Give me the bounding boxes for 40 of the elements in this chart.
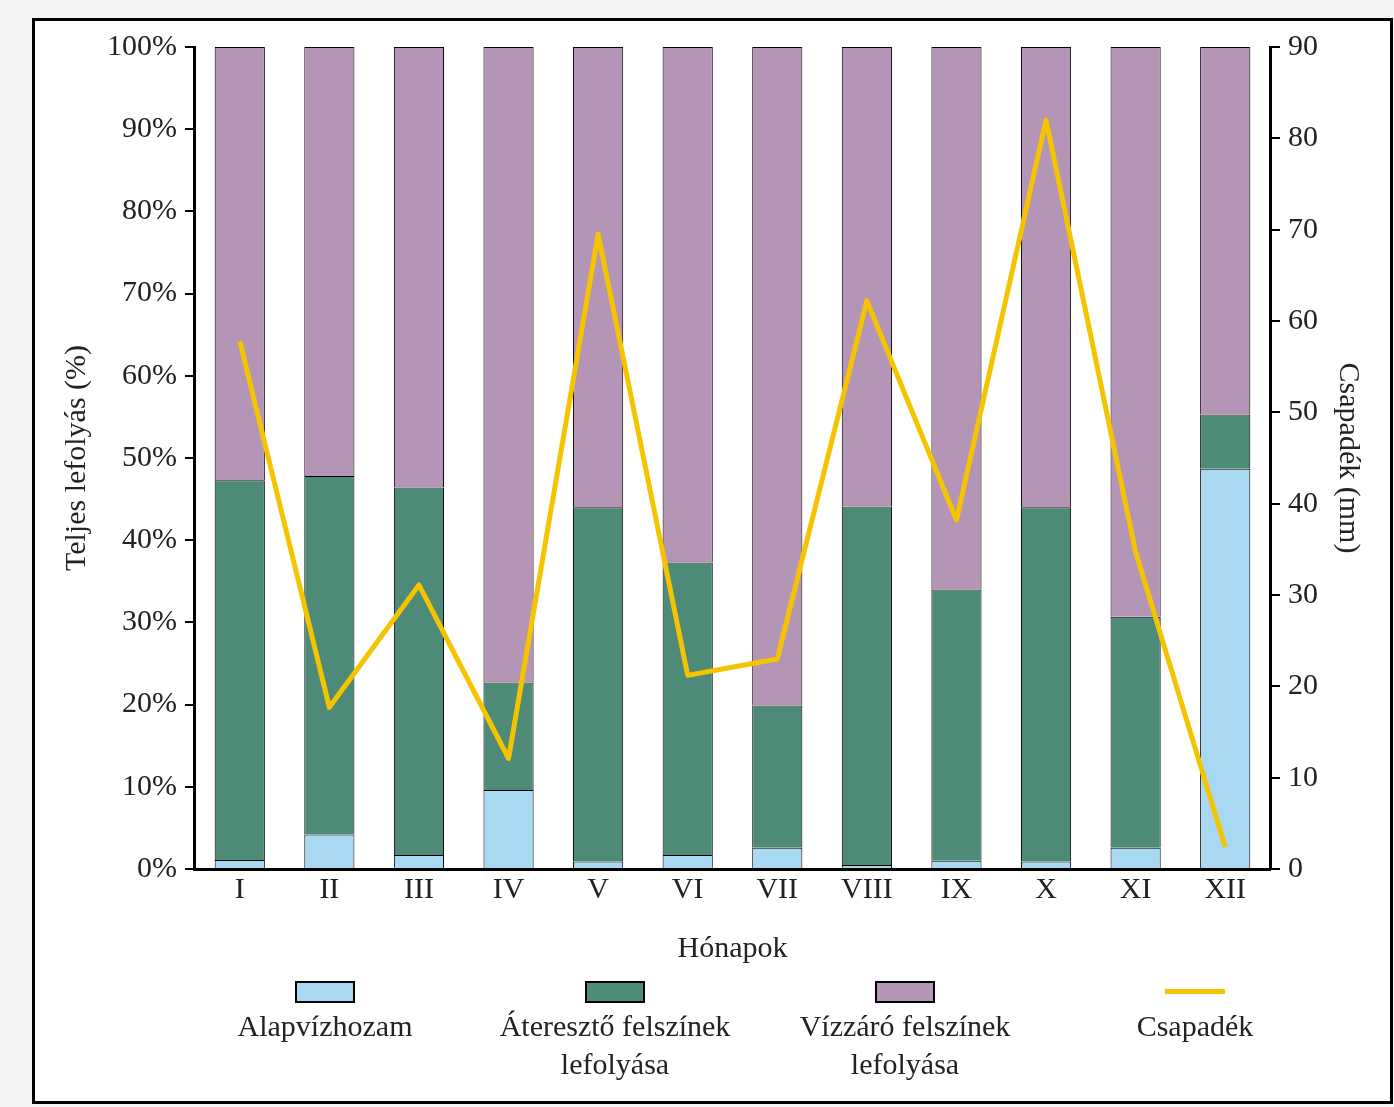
y2-tick-label: 80 [1288,119,1318,153]
y2-tick-label: 0 [1288,849,1303,883]
y-tick-label: 100% [106,27,177,61]
legend-label: Alapvízhozam [237,1008,413,1044]
y-axis-title: Teljes lefolyás (%) [57,344,92,572]
x-tick-label: V [587,870,610,904]
x-tick-label: X [1035,870,1058,904]
x-tick-label: VII [756,870,799,904]
y-tick-label: 0% [136,849,177,883]
y-tick-label: 90% [121,110,177,144]
y2-tick-label: 40 [1288,484,1318,518]
y-tick-label: 30% [121,603,177,637]
y2-tick-label: 20 [1288,667,1318,701]
y2-tick-label: 30 [1288,575,1318,609]
y-tick-label: 40% [121,521,177,555]
x-tick-label: VIII [841,870,893,904]
x-tick-label: XII [1204,870,1247,904]
y-tick-label: 10% [121,767,177,801]
y-tick-label: 20% [121,685,177,719]
x-tick-label: II [319,870,340,904]
x-tick-label: III [403,870,434,904]
y-tick-label: 50% [121,438,177,472]
y2-tick-label: 10 [1288,758,1318,792]
y2-tick-label: 50 [1288,393,1318,427]
y-tick-label: 70% [121,274,177,308]
y-tick-label: 80% [121,192,177,226]
y2-tick-label: 60 [1288,301,1318,335]
x-tick-label: I [234,870,245,904]
legend-label: Csapadék [1136,1008,1254,1044]
y-tick-label: 60% [121,356,177,390]
y2-tick-label: 70 [1288,210,1318,244]
x-tick-label: IX [940,870,973,904]
y2-tick-label: 90 [1288,27,1318,61]
y2-axis-title: Csapadék (mm) [1333,362,1368,554]
x-tick-label: IV [492,870,525,904]
x-tick-label: XI [1119,870,1152,904]
legend-label: Áteresztő felszínek lefolyása [498,1008,732,1082]
legend-label: Vízzáró felszínek lefolyása [798,1008,1012,1082]
x-tick-label: VI [671,870,704,904]
x-axis-title: Hónapok [677,929,788,963]
